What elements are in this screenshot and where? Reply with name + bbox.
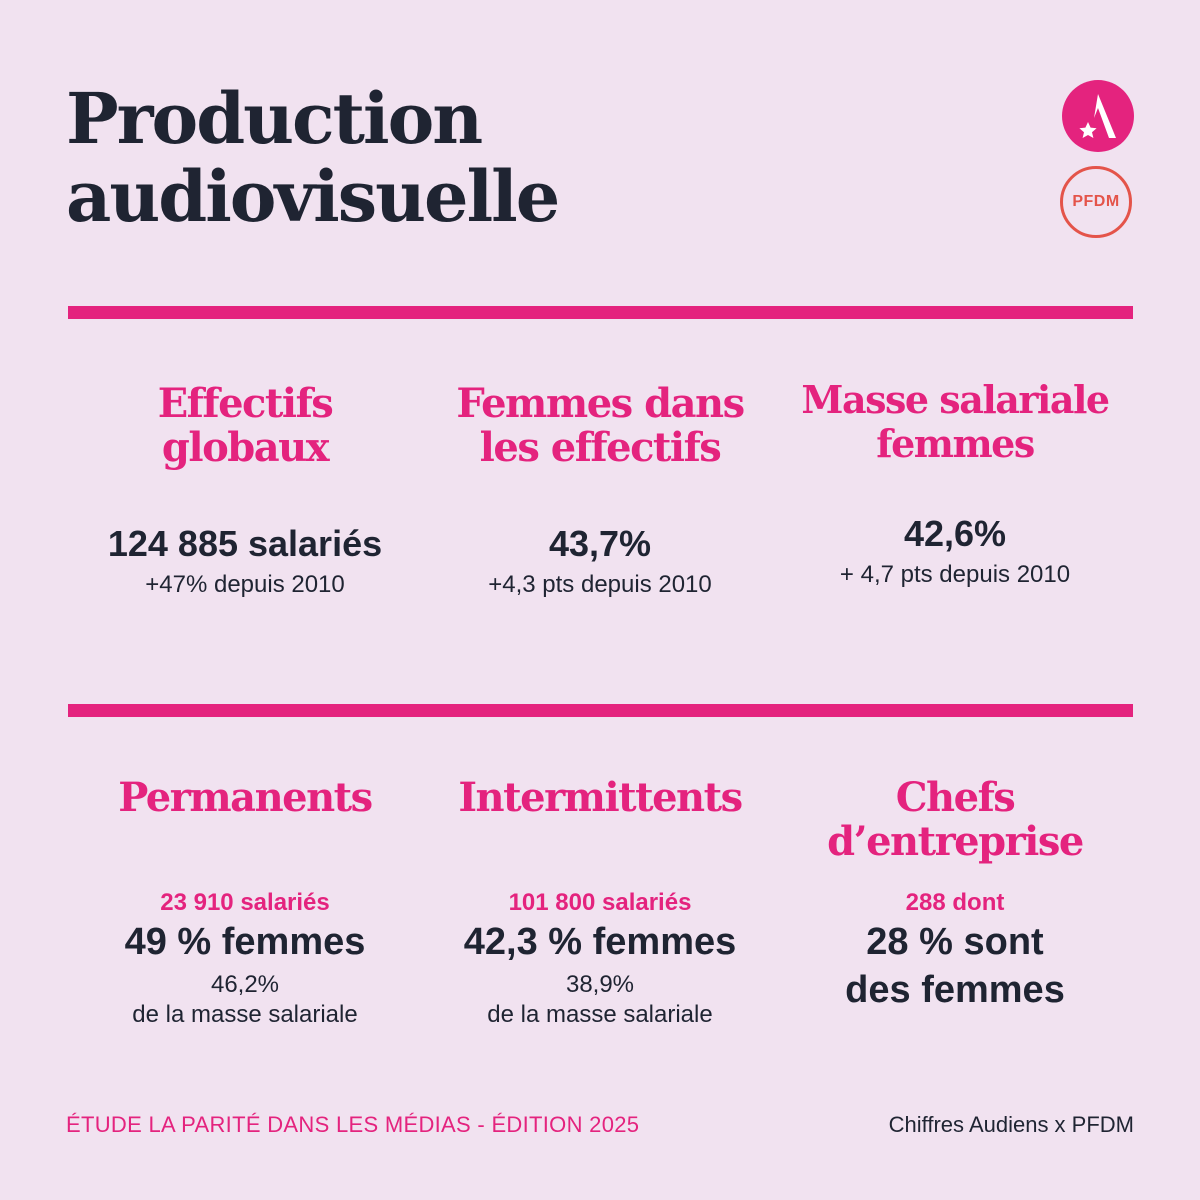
stat-heading-line2: les effectifs bbox=[479, 424, 722, 471]
audiens-logo bbox=[1062, 80, 1134, 152]
stat-heading: Intermittents bbox=[420, 776, 780, 864]
stat-share-line2: des femmes bbox=[845, 969, 1065, 1011]
stat-detail: +4,3 pts depuis 2010 bbox=[488, 571, 712, 598]
stat-heading-line1: Chefs bbox=[895, 774, 1016, 821]
stat-detail: + 4,7 pts depuis 2010 bbox=[839, 561, 1071, 588]
stat-heading-line2: globaux bbox=[161, 424, 330, 471]
stat-detail: +47% depuis 2010 bbox=[145, 571, 345, 598]
stat-heading: Chefs d’entreprise bbox=[775, 776, 1135, 864]
stat-heading-line2: d’entreprise bbox=[827, 818, 1084, 865]
stat-chefs-entreprise: Chefs d’entreprise 288 dont 28 % sont de… bbox=[775, 776, 1135, 1014]
stat-count: 23 910 salariés bbox=[160, 889, 330, 916]
star-a-icon bbox=[1079, 94, 1116, 138]
stat-heading: Effectifs globaux bbox=[65, 382, 425, 470]
page-title-line1: Production bbox=[66, 77, 483, 160]
stat-payroll-label: de la masse salariale bbox=[132, 1001, 358, 1028]
divider-top bbox=[68, 306, 1133, 319]
stat-permanents: Permanents 23 910 salariés 49 % femmes 4… bbox=[65, 776, 425, 1030]
stat-heading-line1: Masse salariale bbox=[801, 377, 1110, 422]
stat-value: 124 885 salariés bbox=[107, 523, 383, 564]
stat-share-line1: 28 % sont bbox=[866, 921, 1044, 963]
stat-heading-line1: Femmes dans bbox=[456, 380, 745, 427]
stat-share: 42,3 % femmes bbox=[463, 921, 737, 963]
stat-heading-line1: Permanents bbox=[118, 774, 373, 821]
pfdm-logo: PFDM bbox=[1060, 166, 1132, 238]
stat-heading-line2: femmes bbox=[876, 421, 1035, 466]
stat-payroll-value: 38,9% bbox=[565, 971, 635, 998]
stat-masse-salariale: Masse salariale femmes 42,6% + 4,7 pts d… bbox=[775, 378, 1135, 590]
page-title: Production audiovisuelle bbox=[66, 80, 866, 236]
stat-heading: Masse salariale femmes bbox=[775, 378, 1135, 466]
stat-intermittents: Intermittents 101 800 salariés 42,3 % fe… bbox=[420, 776, 780, 1030]
stat-payroll-value: 46,2% bbox=[210, 971, 280, 998]
stat-femmes-effectifs: Femmes dans les effectifs 43,7% +4,3 pts… bbox=[420, 382, 780, 600]
stat-count: 101 800 salariés bbox=[508, 889, 692, 916]
stat-count: 288 dont bbox=[905, 889, 1005, 916]
stat-value: 42,6% bbox=[903, 513, 1007, 554]
stat-payroll-label: de la masse salariale bbox=[487, 1001, 713, 1028]
stat-heading: Permanents bbox=[65, 776, 425, 864]
stat-heading: Femmes dans les effectifs bbox=[420, 382, 780, 470]
stat-value: 43,7% bbox=[548, 523, 652, 564]
pfdm-logo-label: PFDM bbox=[1072, 193, 1120, 210]
stat-effectifs-globaux: Effectifs globaux 124 885 salariés +47% … bbox=[65, 382, 425, 600]
stat-heading-line1: Intermittents bbox=[458, 774, 743, 821]
divider-middle bbox=[68, 704, 1133, 717]
footer-source: Chiffres Audiens x PFDM bbox=[888, 1112, 1134, 1137]
footer-study-label: ÉTUDE LA PARITÉ DANS LES MÉDIAS - ÉDITIO… bbox=[66, 1112, 640, 1137]
stat-heading-line1: Effectifs bbox=[157, 380, 334, 427]
stat-share: 49 % femmes bbox=[124, 921, 366, 963]
page-title-line2: audiovisuelle bbox=[66, 155, 560, 238]
